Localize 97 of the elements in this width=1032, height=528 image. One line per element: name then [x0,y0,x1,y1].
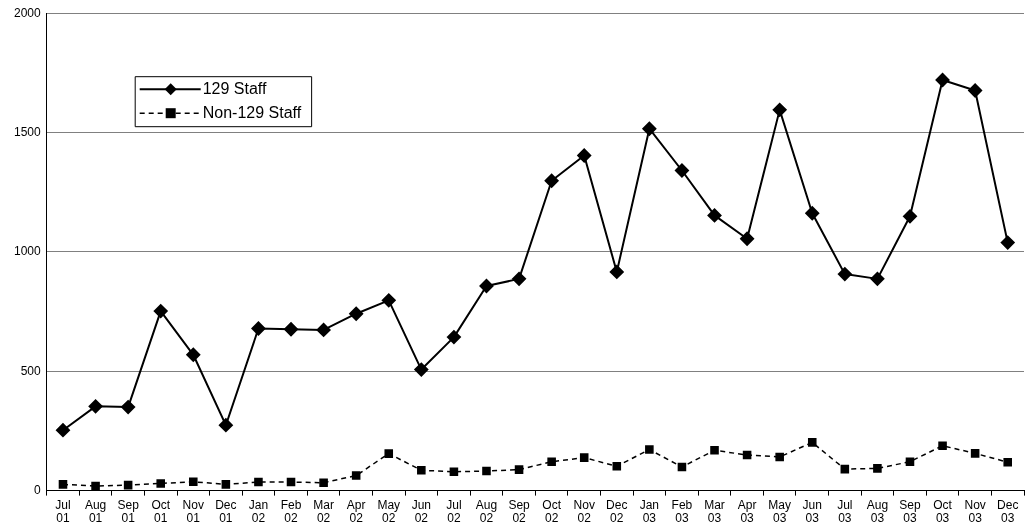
point [577,148,592,163]
x-tick-label: Jul 03 [837,497,853,525]
point [870,271,885,286]
point [512,271,527,286]
x-tick-label: Sep 03 [899,497,921,525]
x-tick-label: Mar 02 [313,497,334,525]
point [88,399,103,414]
point [775,452,784,462]
point [286,477,296,487]
point [446,330,461,345]
x-tick-label: Nov 01 [182,497,204,525]
x-tick-label: Jun 02 [411,497,432,525]
x-tick-label: Oct 02 [542,497,562,525]
point [674,163,689,178]
point [805,206,820,221]
point [417,466,426,475]
point [319,478,328,488]
point [218,418,233,433]
point [55,423,70,438]
x-tick-label: Sep 02 [508,497,531,525]
point [186,347,201,362]
x-tick-label: Sep 01 [117,497,140,525]
x-tick-label: Jan 02 [248,497,269,525]
x-tick-label: Dec 02 [606,497,628,525]
point [121,400,136,415]
y-tick-label: 500 [20,363,42,378]
x-tick-label: Apr 03 [737,497,757,525]
y-tick-label: 2000 [13,5,42,20]
point [351,471,361,480]
x-tick-label: Feb 02 [280,497,302,525]
point [710,445,719,455]
x-tick-label: Jun 03 [802,497,822,525]
point [251,321,266,336]
point [58,480,68,489]
point [645,445,654,454]
y-tick-label: 1500 [13,124,42,139]
point [153,304,168,319]
point [677,462,687,472]
point [547,457,556,466]
x-tick-label: Oct 03 [933,497,953,525]
x-tick-label: Dec 03 [997,497,1019,525]
legend-label: Non-129 Staff [202,103,302,121]
x-tick-label: Aug 01 [84,497,107,525]
point [642,121,657,136]
point [742,450,752,460]
x-tick-label: Jul 02 [446,497,462,525]
x-tick-label: Nov 03 [964,497,986,525]
point [414,362,429,377]
point [1003,457,1012,467]
point [905,457,915,466]
point [935,73,950,88]
point [902,209,917,224]
y-tick-label: 1000 [13,244,42,259]
x-tick-label: Aug 03 [866,497,889,525]
point [221,480,231,489]
point [807,438,817,447]
x-tick-label: Dec 01 [215,497,237,525]
point [482,466,491,476]
x-tick-label: Oct 01 [151,497,171,525]
x-tick-label: May 02 [377,497,401,525]
x-tick-label: Jul 01 [55,497,71,525]
point [349,306,364,321]
x-tick-label: Jan 03 [639,497,660,525]
point [123,480,133,490]
point [381,293,396,308]
point [189,477,198,487]
x-tick-label: Apr 02 [346,497,366,525]
point [579,453,589,462]
x-tick-label: Nov 02 [573,497,595,525]
point [772,102,787,117]
point [612,461,622,471]
point [544,173,559,188]
point [384,449,394,458]
point [609,264,624,279]
point [156,479,165,488]
point [707,208,722,223]
point [968,83,983,98]
x-tick-label: Feb 03 [671,497,693,525]
point [873,464,882,473]
legend-label: 129 Staff [202,79,268,97]
point [938,441,947,451]
point [1000,235,1015,250]
point [837,267,852,282]
x-tick-label: Mar 03 [704,497,725,525]
point [514,465,524,474]
point [970,449,980,458]
point [740,231,755,246]
point [316,322,331,337]
x-tick-label: Aug 02 [475,497,498,525]
point [449,467,459,477]
point [91,481,100,491]
x-tick-label: May 03 [768,497,792,525]
point [254,477,263,487]
point [284,322,299,337]
point [479,279,494,294]
point [840,464,850,474]
y-tick-label: 0 [34,482,42,497]
